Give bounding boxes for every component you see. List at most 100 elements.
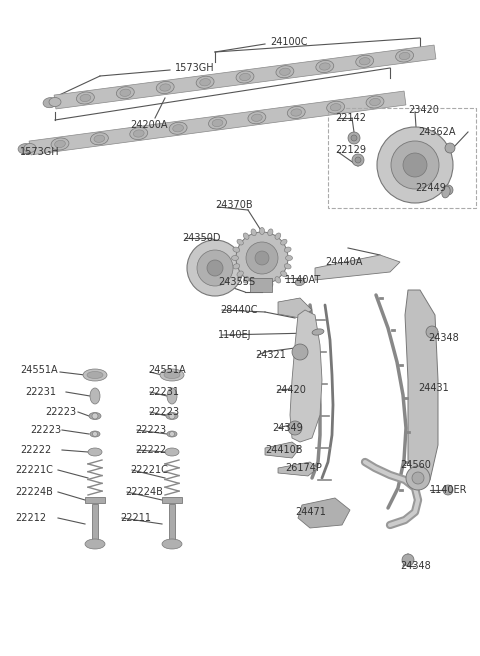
Text: 24420: 24420 bbox=[275, 385, 306, 395]
Ellipse shape bbox=[260, 281, 264, 289]
Text: 24560: 24560 bbox=[400, 460, 431, 470]
Ellipse shape bbox=[366, 96, 384, 108]
Polygon shape bbox=[278, 298, 312, 318]
Circle shape bbox=[255, 251, 269, 265]
Text: 22222: 22222 bbox=[20, 445, 51, 455]
Ellipse shape bbox=[90, 431, 100, 437]
Bar bbox=[328, 108, 476, 208]
Ellipse shape bbox=[284, 247, 291, 253]
Text: 22224B: 22224B bbox=[15, 487, 53, 497]
Text: 22212: 22212 bbox=[15, 513, 46, 523]
Ellipse shape bbox=[55, 140, 65, 148]
Ellipse shape bbox=[167, 431, 177, 437]
Ellipse shape bbox=[208, 117, 227, 129]
Circle shape bbox=[348, 132, 360, 144]
Text: 1140ER: 1140ER bbox=[430, 485, 468, 495]
Circle shape bbox=[93, 432, 97, 436]
Ellipse shape bbox=[237, 239, 243, 245]
Ellipse shape bbox=[399, 52, 410, 60]
Text: 1140EJ: 1140EJ bbox=[218, 330, 252, 340]
Ellipse shape bbox=[356, 55, 373, 68]
Circle shape bbox=[246, 242, 278, 274]
Ellipse shape bbox=[169, 122, 187, 134]
Text: 22231: 22231 bbox=[25, 387, 56, 397]
Circle shape bbox=[288, 421, 302, 435]
Ellipse shape bbox=[248, 112, 266, 124]
Bar bbox=[162, 497, 182, 503]
Ellipse shape bbox=[396, 50, 414, 62]
Ellipse shape bbox=[281, 271, 287, 277]
Text: 24348: 24348 bbox=[428, 333, 459, 343]
Polygon shape bbox=[405, 290, 438, 485]
Text: 24551A: 24551A bbox=[20, 365, 58, 375]
Ellipse shape bbox=[279, 68, 290, 75]
Text: 22221C: 22221C bbox=[15, 465, 53, 475]
Ellipse shape bbox=[251, 229, 256, 236]
Ellipse shape bbox=[243, 233, 249, 239]
Ellipse shape bbox=[260, 228, 264, 234]
Circle shape bbox=[443, 185, 453, 195]
Circle shape bbox=[391, 141, 439, 189]
Text: 22221C: 22221C bbox=[130, 465, 168, 475]
Ellipse shape bbox=[327, 101, 345, 113]
Circle shape bbox=[426, 326, 438, 338]
Bar bbox=[92, 504, 98, 542]
Ellipse shape bbox=[442, 186, 450, 198]
Ellipse shape bbox=[90, 133, 108, 145]
Circle shape bbox=[92, 413, 98, 419]
Polygon shape bbox=[298, 498, 350, 528]
Circle shape bbox=[236, 232, 288, 284]
Ellipse shape bbox=[156, 81, 174, 94]
Circle shape bbox=[403, 153, 427, 177]
Ellipse shape bbox=[43, 98, 57, 108]
Ellipse shape bbox=[233, 247, 240, 253]
Text: 24200A: 24200A bbox=[130, 120, 168, 130]
Circle shape bbox=[352, 154, 364, 166]
Text: 22223: 22223 bbox=[148, 407, 179, 417]
Text: 24348: 24348 bbox=[400, 561, 431, 571]
Circle shape bbox=[406, 466, 430, 490]
Ellipse shape bbox=[231, 255, 239, 260]
Ellipse shape bbox=[360, 58, 370, 65]
Polygon shape bbox=[315, 255, 400, 280]
Ellipse shape bbox=[312, 329, 324, 335]
Ellipse shape bbox=[160, 84, 170, 91]
Ellipse shape bbox=[94, 135, 105, 142]
Text: 22223: 22223 bbox=[135, 425, 166, 435]
Bar bbox=[250, 278, 272, 292]
Ellipse shape bbox=[83, 369, 107, 381]
Text: 23420: 23420 bbox=[408, 105, 439, 115]
Ellipse shape bbox=[130, 127, 148, 140]
Ellipse shape bbox=[276, 66, 294, 78]
Ellipse shape bbox=[116, 87, 134, 99]
Ellipse shape bbox=[330, 104, 341, 111]
Text: 22224B: 22224B bbox=[125, 487, 163, 497]
Text: 22222: 22222 bbox=[135, 445, 166, 455]
Ellipse shape bbox=[291, 109, 301, 116]
Circle shape bbox=[402, 554, 414, 566]
Ellipse shape bbox=[196, 76, 214, 89]
Circle shape bbox=[377, 127, 453, 203]
Text: 26174P: 26174P bbox=[285, 463, 322, 473]
Text: 24440A: 24440A bbox=[325, 257, 362, 267]
Text: 24471: 24471 bbox=[295, 507, 326, 517]
Ellipse shape bbox=[236, 71, 254, 83]
Text: 24349: 24349 bbox=[272, 423, 303, 433]
Text: 28440C: 28440C bbox=[220, 305, 257, 315]
Ellipse shape bbox=[18, 144, 32, 154]
Circle shape bbox=[197, 250, 233, 286]
Bar bbox=[169, 504, 175, 542]
Ellipse shape bbox=[49, 98, 61, 106]
Ellipse shape bbox=[284, 264, 291, 269]
Ellipse shape bbox=[281, 239, 287, 245]
Ellipse shape bbox=[295, 278, 305, 285]
Ellipse shape bbox=[268, 280, 273, 287]
Ellipse shape bbox=[319, 63, 330, 70]
Ellipse shape bbox=[316, 60, 334, 73]
Text: 1140AT: 1140AT bbox=[285, 275, 321, 285]
Ellipse shape bbox=[252, 114, 262, 121]
Ellipse shape bbox=[275, 233, 281, 239]
Text: 22129: 22129 bbox=[335, 145, 366, 155]
Ellipse shape bbox=[251, 280, 256, 287]
Polygon shape bbox=[29, 91, 406, 155]
